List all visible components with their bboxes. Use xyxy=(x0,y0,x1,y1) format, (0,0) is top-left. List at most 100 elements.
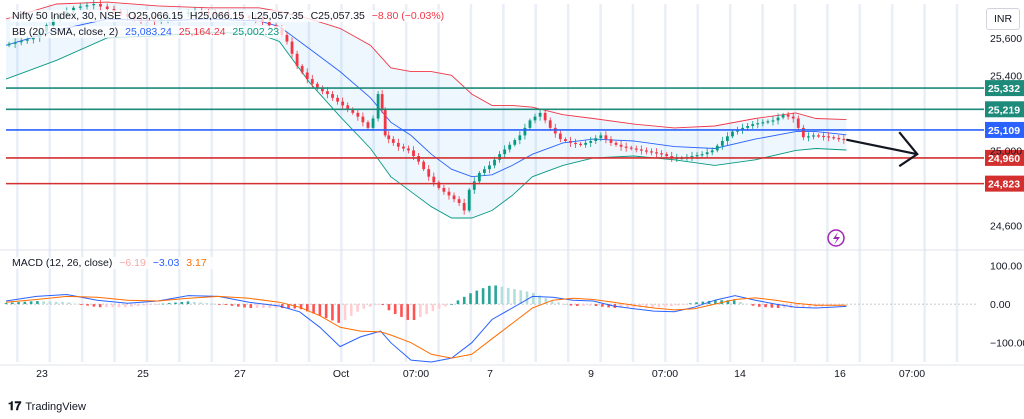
candle-body xyxy=(85,5,89,7)
macd-histogram-bar xyxy=(569,304,573,306)
price-tick-label: 24,600 xyxy=(990,220,1022,232)
price-tick-label: 25,400 xyxy=(990,70,1022,82)
macd-histogram-bar xyxy=(525,291,529,305)
macd-histogram-bar xyxy=(230,304,234,306)
time-tick-label: 27 xyxy=(234,368,246,380)
macd-histogram-bar xyxy=(626,304,629,308)
macd-histogram-bar xyxy=(475,290,479,305)
macd-histogram-bar xyxy=(167,303,171,305)
candle-body xyxy=(629,147,633,149)
macd-histogram-bar xyxy=(280,304,284,309)
bb-legend[interactable]: BB (20, SMA, close, 2) 25,083.24 25,164.… xyxy=(10,26,286,38)
candle-body xyxy=(695,155,699,157)
candle-body xyxy=(295,53,299,66)
macd-histogram-bar xyxy=(808,304,811,308)
candle-body xyxy=(467,189,471,211)
candle-body xyxy=(383,109,387,136)
macd-histogram-bar xyxy=(695,302,698,305)
candle-body xyxy=(503,149,507,155)
macd-histogram-bar xyxy=(494,285,497,305)
tradingview-footer[interactable]: 𝟏𝟕 TradingView xyxy=(8,399,86,414)
macd-histogram-bar xyxy=(111,304,115,308)
candle-body xyxy=(594,138,598,142)
macd-histogram-bar xyxy=(161,303,165,305)
macd-tick-label: 0.00 xyxy=(990,299,1011,311)
candle-body xyxy=(660,153,663,155)
candle-body xyxy=(609,139,613,143)
candle-body xyxy=(771,120,775,122)
candle-body xyxy=(518,135,522,141)
candle-body xyxy=(776,117,780,121)
candle-body xyxy=(720,141,724,146)
macd-histogram-bar xyxy=(381,304,384,306)
macd-histogram-bar xyxy=(419,304,422,318)
bb-upper-line xyxy=(5,1,847,129)
candle-body xyxy=(670,156,674,158)
forecast-arrow-shaft xyxy=(846,138,918,156)
macd-histogram-bar xyxy=(645,304,648,308)
ohlc-legend[interactable]: Nifty 50 Index, 30, NSE O25,066.15 H25,0… xyxy=(10,10,451,22)
macd-histogram-bar xyxy=(117,304,121,308)
macd-histogram-bar xyxy=(732,300,736,305)
macd-histogram-bar xyxy=(255,304,259,308)
candle-body xyxy=(498,154,501,160)
price-tick-label: 25,000 xyxy=(990,145,1022,157)
candle-body xyxy=(796,118,800,128)
bb-basis-value: 25,083.24 xyxy=(125,26,172,38)
macd-histogram-bar xyxy=(393,304,397,314)
macd-histogram-bar xyxy=(211,303,215,305)
candle-body xyxy=(488,165,491,170)
candle-body xyxy=(31,37,35,40)
candle-body xyxy=(801,127,805,138)
macd-histogram-bar xyxy=(488,285,491,305)
macd-histogram-bar xyxy=(349,304,353,316)
macd-tick-label: −100.00 xyxy=(990,338,1024,350)
macd-label: MACD (12, 26, close) xyxy=(12,257,113,269)
candle-body xyxy=(832,137,836,139)
time-tick-label: 16 xyxy=(834,368,846,380)
macd-histogram-bar xyxy=(538,295,541,305)
macd-hist-value: −6.19 xyxy=(119,257,146,269)
candle-body xyxy=(387,135,391,140)
macd-line-value: −3.03 xyxy=(152,257,180,269)
macd-histogram-bar xyxy=(29,301,33,305)
candle-body xyxy=(513,140,517,145)
macd-histogram-bar xyxy=(193,301,196,305)
candle-body xyxy=(528,120,532,128)
candle-body xyxy=(614,142,618,145)
candle-body xyxy=(817,135,820,137)
candle-body xyxy=(538,112,542,117)
candle-body xyxy=(584,142,588,145)
macd-histogram-bar xyxy=(594,304,598,306)
time-tick-label: 7 xyxy=(487,368,493,380)
candle-body xyxy=(543,112,547,121)
candle-body xyxy=(483,169,486,173)
candle-body xyxy=(92,4,96,6)
macd-histogram-bar xyxy=(619,304,623,308)
candle-body xyxy=(396,142,400,147)
macd-histogram-bar xyxy=(318,304,322,316)
macd-histogram-bar xyxy=(406,304,410,320)
macd-histogram-bar xyxy=(375,304,378,305)
macd-histogram-bar xyxy=(563,303,566,305)
macd-legend[interactable]: MACD (12, 26, close) −6.19 −3.03 3.17 xyxy=(10,257,213,269)
macd-histogram-bar xyxy=(670,304,673,307)
candle-body xyxy=(321,88,324,92)
macd-histogram-bar xyxy=(588,304,592,306)
macd-histogram-bar xyxy=(437,304,441,309)
level-label-0: 25,332 xyxy=(988,83,1020,95)
macd-histogram-bar xyxy=(387,304,391,311)
candle-body xyxy=(700,154,704,156)
macd-histogram-bar xyxy=(469,293,472,305)
currency-button[interactable]: INR xyxy=(986,8,1020,30)
level-label-3: 24,960 xyxy=(988,153,1020,165)
candle-body xyxy=(655,152,658,154)
macd-signal-value: 3.17 xyxy=(186,257,207,269)
macd-histogram-bar xyxy=(48,301,52,305)
candle-body xyxy=(604,135,608,140)
candle-body xyxy=(7,43,11,46)
candle-body xyxy=(786,114,790,117)
macd-histogram-bar xyxy=(174,302,177,305)
candle-body xyxy=(13,42,17,44)
